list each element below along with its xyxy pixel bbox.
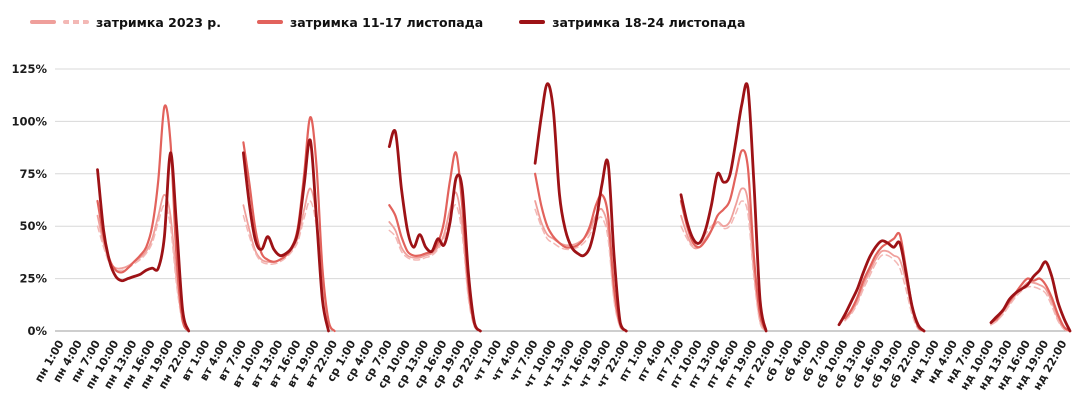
legend-swatch-icon — [30, 20, 56, 24]
series-line-затримка 11-17 листопада — [679, 149, 768, 333]
series-line-затримка 18-24 листопада — [387, 129, 482, 333]
series-line-затримка 2023 р. (пунктир) — [844, 253, 925, 332]
series-line-затримка 18-24 листопада — [837, 239, 926, 333]
series-line-затримка 2023 р. (пунктир) — [990, 285, 1071, 332]
y-tick-label: 75% — [19, 167, 47, 181]
series-line-затримка 2023 р. (пунктир) — [388, 203, 482, 332]
legend-label: затримка 11-17 листопада — [289, 14, 484, 30]
chart-legend: затримка 2023 р. затримка 11-17 листопада… — [0, 0, 1082, 44]
legend-swatch-icon — [63, 20, 89, 24]
series-line-затримка 18-24 листопада — [96, 151, 191, 333]
series-line-затримка 2023 р. (пунктир) — [680, 200, 767, 332]
series-line-затримка 11-17 листопада — [242, 116, 336, 333]
y-tick-label: 50% — [19, 219, 47, 233]
legend-label: затримка 2023 р. — [96, 14, 221, 30]
series-line-затримка 18-24 листопада — [533, 82, 628, 333]
legend-item-y2023[interactable]: затримка 2023 р. — [30, 15, 221, 30]
y-tick-label: 100% — [11, 114, 47, 128]
y-tick-label: 125% — [11, 62, 47, 76]
legend-swatch-icon — [519, 20, 546, 24]
series-line-затримка 2023 р. — [680, 187, 767, 332]
series-line-затримка 2023 р. (пунктир) — [242, 200, 336, 332]
legend-item-w1117[interactable]: затримка 11-17 листопада — [256, 14, 484, 30]
series-line-затримка 18-24 листопада — [679, 82, 768, 333]
series-line-затримка 11-17 листопада — [534, 172, 628, 333]
series-line-затримка 18-24 листопада — [242, 138, 330, 333]
legend-item-w1824[interactable]: затримка 18-24 листопада — [519, 15, 745, 30]
y-tick-label: 0% — [27, 324, 47, 338]
y-tick-label: 25% — [19, 272, 47, 286]
series-line-затримка 18-24 листопада — [989, 260, 1072, 333]
series-line-затримка 11-17 листопада — [844, 231, 926, 333]
legend-swatch-icon — [256, 20, 283, 24]
series-line-затримка 2023 р. (пунктир) — [534, 208, 628, 332]
legend-label: затримка 18-24 листопада — [552, 14, 746, 30]
